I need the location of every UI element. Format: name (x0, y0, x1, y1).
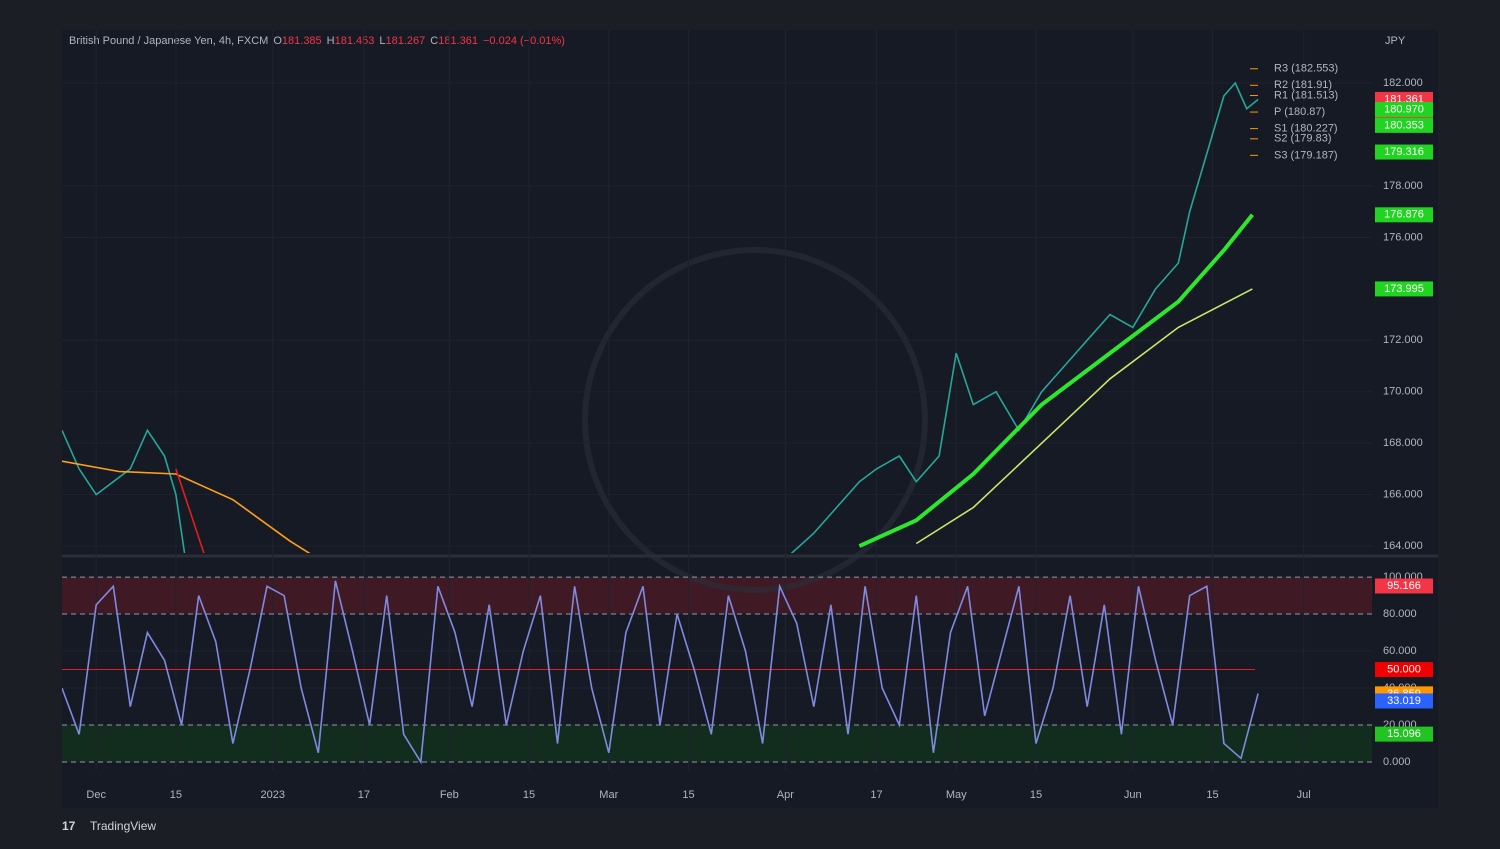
y-tick-label: 60.000 (1383, 645, 1417, 657)
price-tag (1375, 117, 1433, 133)
watermark (582, 247, 928, 593)
oversold-zone (62, 725, 1372, 762)
ohlc-value: 181.267 (386, 35, 426, 47)
y-tick-label: 168.000 (1383, 437, 1423, 449)
change: −0.024 (−0.01%) (483, 35, 565, 47)
y-tick-label: 0.000 (1383, 756, 1411, 768)
symbol: British Pound / Japanese Yen, 4h, FXCM (69, 35, 268, 47)
price-tag (1375, 726, 1433, 742)
ohlc-key: C (430, 35, 438, 47)
x-tick-label: Dec (86, 789, 106, 801)
brand: TradingView (90, 819, 156, 833)
series-line (62, 580, 1259, 765)
y-tick-label: 182.000 (1383, 77, 1423, 89)
price-tag (1375, 207, 1433, 223)
ohlc-value: 181.361 (438, 35, 478, 47)
price-tag (1375, 693, 1433, 709)
x-tick-label: Apr (777, 789, 794, 801)
overbought-zone (62, 577, 1372, 614)
y-tick-label: 80.000 (1383, 608, 1417, 620)
price-tag-label: 179.316 (1384, 146, 1424, 158)
brand-logo: 17 (62, 819, 76, 833)
x-tick-label: May (946, 789, 967, 801)
currency: JPY (1385, 35, 1406, 47)
pivot-label: P (180.87) (1274, 106, 1325, 118)
pivot-label: R3 (182.553) (1274, 63, 1338, 75)
series-line (915, 288, 1253, 545)
price-tag-label: 180.970 (1384, 103, 1424, 115)
ohlc-value: 181.385 (282, 35, 322, 47)
y-tick-label: 166.000 (1383, 489, 1423, 501)
series-line (62, 81, 1259, 553)
price-tag-label: 50.000 (1387, 663, 1421, 675)
price-tag (1375, 144, 1433, 160)
price-tag-label: 95.166 (1387, 580, 1421, 592)
pivot-label: R2 (181.91) (1274, 79, 1332, 91)
x-tick-label: Mar (599, 789, 618, 801)
x-tick-label: 15 (1030, 789, 1042, 801)
y-tick-label: 178.000 (1383, 180, 1423, 192)
x-tick-label: Jun (1124, 789, 1142, 801)
price-tag-label: 15.096 (1387, 728, 1421, 740)
price-tag-label: 180.353 (1384, 119, 1424, 131)
y-tick-label: 164.000 (1383, 540, 1423, 552)
legend-header: British Pound / Japanese Yen, 4h, FXCM O1… (69, 35, 565, 47)
pivot-label: R1 (181.513) (1274, 89, 1338, 101)
x-tick-label: Feb (440, 789, 459, 801)
series-line (175, 468, 205, 553)
pane (62, 81, 1372, 553)
price-tag (1375, 578, 1433, 594)
price-tag (1375, 281, 1433, 297)
x-tick-label: 17 (358, 789, 370, 801)
x-tick-label: 15 (170, 789, 182, 801)
price-tag (1375, 662, 1433, 678)
y-tick-label: 170.000 (1383, 386, 1423, 398)
series-line (62, 460, 311, 553)
pivot-label: S2 (179.83) (1274, 133, 1331, 145)
x-tick-label: 2023 (260, 789, 284, 801)
pivot-label: S3 (179.187) (1274, 149, 1338, 161)
price-tag-label: 176.876 (1384, 209, 1424, 221)
pivot-label: S1 (180.227) (1274, 123, 1338, 135)
ohlc-key: L (379, 35, 385, 47)
y-tick-label: 172.000 (1383, 334, 1423, 346)
ohlc-value: 181.453 (335, 35, 375, 47)
chart-panel (62, 30, 1438, 808)
x-tick-label: 15 (523, 789, 535, 801)
series-line (858, 213, 1254, 548)
price-tag (1375, 101, 1433, 117)
x-tick-label: 15 (682, 789, 694, 801)
x-tick-label: Jul (1297, 789, 1311, 801)
price-tag-label: 33.019 (1387, 695, 1421, 707)
pane (62, 576, 1372, 765)
x-tick-label: 17 (870, 789, 882, 801)
ohlc-key: O (273, 35, 282, 47)
ohlc-key: H (327, 35, 335, 47)
y-tick-label: 176.000 (1383, 231, 1423, 243)
x-tick-label: 15 (1206, 789, 1218, 801)
price-tag-label: 173.995 (1384, 283, 1424, 295)
